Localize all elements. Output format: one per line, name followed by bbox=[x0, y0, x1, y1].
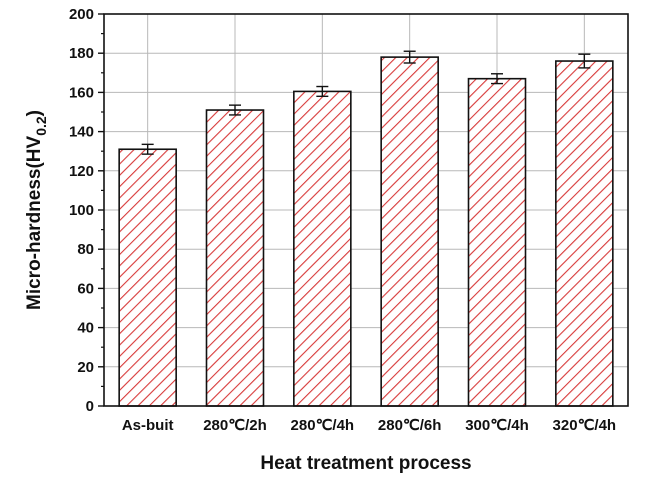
bar bbox=[118, 148, 177, 407]
y-tick-label: 100 bbox=[69, 202, 94, 219]
y-axis-title: Micro-hardness(HV0.2) bbox=[24, 110, 49, 310]
grid bbox=[104, 14, 628, 406]
y-tick-labels: 0 20 40 60 80 100 120 140 160 180 200 bbox=[69, 6, 94, 415]
x-tick-label: 280℃/4h bbox=[291, 417, 355, 434]
bar bbox=[293, 90, 352, 407]
y-tick-label: 160 bbox=[69, 84, 94, 101]
x-tick-labels: As-buit 280℃/2h 280℃/4h 280℃/6h 300℃/4h 320℃/… bbox=[122, 417, 616, 434]
bar bbox=[205, 109, 265, 407]
y-tick-label: 80 bbox=[77, 241, 94, 258]
y-tick-label: 120 bbox=[69, 163, 94, 180]
x-tick-label: 300℃/4h bbox=[465, 417, 529, 434]
x-tick-label: 280℃/2h bbox=[203, 417, 267, 434]
x-tick-label: 280℃/6h bbox=[378, 417, 442, 434]
y-tick-label: 140 bbox=[69, 124, 94, 141]
y-tick-label: 200 bbox=[69, 6, 94, 23]
y-tick-label: 40 bbox=[77, 320, 94, 337]
x-axis-title: Heat treatment process bbox=[260, 453, 471, 474]
bar bbox=[380, 56, 439, 407]
axes bbox=[98, 13, 629, 407]
y-tick-label: 20 bbox=[77, 359, 94, 376]
bar bbox=[555, 60, 614, 407]
x-tick-label: 320℃/4h bbox=[553, 417, 617, 434]
x-tick-label: As-buit bbox=[122, 417, 174, 434]
y-tick-label: 180 bbox=[69, 45, 94, 62]
y-axis-title-close: ) bbox=[24, 110, 45, 116]
y-axis-title-main: Micro-hardness(HV bbox=[24, 135, 45, 310]
y-tick-label: 60 bbox=[77, 280, 94, 297]
y-axis-title-subscript: 0.2 bbox=[33, 116, 49, 136]
y-tick-label: 0 bbox=[86, 398, 94, 415]
bar bbox=[467, 77, 527, 407]
bars bbox=[118, 50, 614, 407]
